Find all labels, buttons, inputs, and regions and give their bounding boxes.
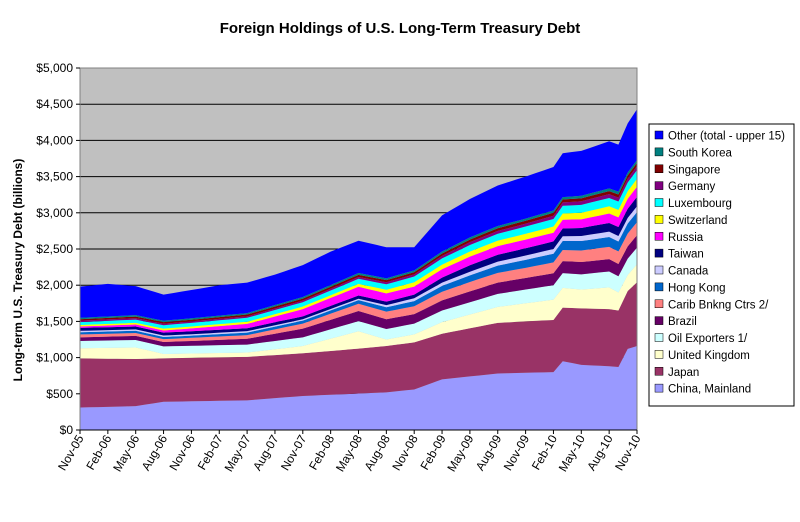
y-tick-label: $2,500 (36, 242, 73, 256)
y-tick-label: $4,500 (36, 97, 73, 111)
legend-swatch (654, 215, 664, 224)
legend-label: Japan (668, 367, 699, 379)
legend-swatch (654, 147, 664, 157)
x-tick-label: Aug-10 (584, 432, 616, 473)
legend-swatch (654, 198, 664, 207)
y-tick-label: $4,000 (36, 133, 73, 147)
area-united-kingdom (80, 264, 637, 360)
y-tick-label: $3,500 (36, 170, 73, 184)
legend-label: China, Mainland (668, 384, 751, 396)
legend-label: Taiwan (668, 249, 704, 261)
y-tick-label: $3,000 (36, 206, 73, 220)
chart-title: Foreign Holdings of U.S. Long-Term Treas… (220, 20, 581, 37)
area-other-total-upper-15 (80, 109, 637, 321)
y-tick-label: $0 (60, 423, 74, 437)
x-tick-label: Nov-06 (167, 432, 199, 473)
legend-label: Russia (668, 232, 704, 244)
legend-label: United Kingdom (668, 350, 750, 362)
x-tick-label: Nov-08 (389, 432, 421, 473)
x-tick-label: Aug-06 (139, 432, 171, 473)
area-japan (80, 282, 637, 408)
y-tick-label: $2,000 (36, 278, 73, 292)
plot-area (79, 67, 638, 431)
legend-swatch (654, 164, 664, 173)
x-tick-label: Aug-07 (250, 432, 282, 473)
legend-swatch (654, 265, 664, 275)
x-tick-label: Nov-10 (612, 432, 644, 473)
legend-label: South Korea (668, 147, 733, 159)
legend-swatch (654, 232, 664, 241)
legend-swatch (654, 367, 664, 376)
x-tick-label: Nov-05 (55, 432, 87, 473)
legend-label: Oil Exporters 1/ (668, 333, 748, 345)
legend-label: Other (total - upper 15) (668, 131, 785, 143)
x-tick-label: May-08 (333, 432, 365, 474)
legend-label: Canada (668, 266, 709, 278)
y-tick-label: $1,000 (36, 351, 73, 365)
area-oil-exporters-1 (80, 247, 637, 354)
x-tick-label: Nov-09 (501, 432, 533, 473)
x-tick-label: Nov-07 (278, 432, 310, 473)
legend-swatch (654, 299, 664, 308)
x-tick-label: Aug-08 (361, 432, 393, 473)
legend-swatch (654, 350, 664, 359)
legend-label: Germany (668, 181, 716, 193)
legend-box (648, 123, 795, 407)
legend-swatch (654, 316, 664, 325)
legend: Other (total - upper 15) South Korea Singa… (648, 123, 795, 407)
x-tick-label: May-10 (556, 432, 588, 474)
y-tick-label: $500 (46, 387, 73, 401)
x-tick-label: Aug-09 (473, 432, 505, 473)
legend-label: Switzerland (668, 215, 727, 227)
legend-swatch (654, 181, 664, 190)
legend-swatch (654, 282, 664, 292)
legend-label: Carib Bnkng Ctrs 2/ (668, 299, 769, 311)
legend-swatch (654, 248, 664, 258)
legend-label: Singapore (668, 164, 720, 176)
y-tick-label: $1,500 (36, 314, 73, 328)
y-tick-label: $5,000 (36, 61, 73, 75)
x-tick-label: May-06 (110, 432, 142, 474)
legend-label: Luxembourg (668, 198, 732, 210)
x-tick-label: May-07 (222, 432, 254, 474)
x-tick-label: May-09 (444, 432, 476, 474)
legend-swatch (654, 383, 664, 393)
legend-label: Hong Kong (668, 282, 726, 294)
x-axis: Nov-05Feb-06May-06Aug-06Nov-06Feb-07May-… (55, 430, 644, 474)
legend-label: Brazil (668, 316, 697, 328)
legend-swatch (654, 333, 664, 342)
y-axis-label: Long-term U.S. Treasury Debt (billions) (11, 159, 25, 382)
area-china-mainland (80, 346, 637, 430)
y-axis: $0 $500 $1,000 $1,500 $2,000 $2,500 $3,000 $3,5… (36, 61, 80, 437)
legend-swatch (654, 130, 664, 140)
